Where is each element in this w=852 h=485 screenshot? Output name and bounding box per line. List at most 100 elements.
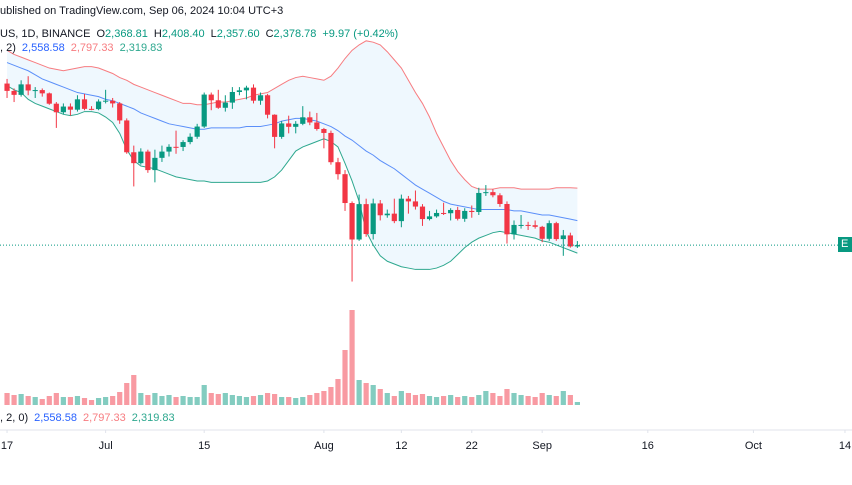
candle-body bbox=[236, 90, 243, 92]
volume-bar bbox=[131, 375, 137, 405]
candle-body bbox=[497, 195, 503, 204]
volume-bar bbox=[398, 391, 404, 405]
ohlc-key: H bbox=[153, 28, 162, 40]
band-line bbox=[6, 62, 578, 222]
candle-body bbox=[138, 151, 144, 164]
change: +9.97 (+0.42%) bbox=[322, 28, 399, 40]
volume-bar bbox=[349, 310, 355, 405]
candle-body bbox=[384, 213, 390, 216]
volume-bar bbox=[504, 389, 510, 405]
price-label: E bbox=[838, 237, 852, 252]
volume-bar bbox=[307, 395, 313, 405]
volume-bar bbox=[88, 400, 95, 405]
candle-body bbox=[335, 162, 341, 175]
candle-body bbox=[342, 174, 348, 204]
volume-bar bbox=[138, 393, 144, 405]
volume-bar bbox=[328, 387, 334, 405]
candle-body bbox=[448, 209, 454, 214]
candle-body bbox=[560, 235, 566, 240]
candle-body bbox=[272, 114, 278, 137]
volume-bar bbox=[60, 397, 66, 405]
source: ublished on TradingView.com, Sep 06, 202… bbox=[0, 5, 284, 17]
volume-bar bbox=[103, 397, 109, 405]
x-tick-label: 14 bbox=[839, 440, 851, 452]
volume-bar bbox=[539, 393, 545, 405]
volume-bar bbox=[335, 379, 341, 405]
volume-bar bbox=[194, 397, 200, 405]
candle-body bbox=[279, 123, 285, 137]
volume-bar bbox=[159, 396, 165, 405]
candle-body bbox=[222, 102, 228, 108]
x-tick-label: Oct bbox=[745, 440, 762, 452]
volume-bar bbox=[53, 393, 59, 405]
volume-bar bbox=[490, 393, 496, 405]
candle-body bbox=[363, 204, 369, 235]
candle-body bbox=[525, 224, 531, 226]
candle-body bbox=[264, 95, 271, 115]
candle-body bbox=[476, 192, 482, 213]
volume-bar bbox=[264, 393, 271, 405]
volume-bar bbox=[511, 393, 517, 405]
candle-body bbox=[187, 136, 193, 143]
volume-bar bbox=[356, 380, 362, 405]
volume-bar bbox=[391, 396, 397, 405]
volume-bar bbox=[546, 395, 552, 405]
volume-bar bbox=[173, 397, 179, 405]
ohlc-value: 2,408.40 bbox=[161, 28, 205, 40]
volume-bar bbox=[279, 397, 285, 405]
candle-body bbox=[370, 203, 376, 235]
candle-body bbox=[293, 123, 299, 127]
volume-bar bbox=[518, 395, 524, 405]
x-tick-label: Jul bbox=[99, 440, 113, 452]
volume-bar bbox=[25, 396, 31, 405]
candle-body bbox=[103, 100, 109, 102]
volume-bar bbox=[448, 395, 454, 405]
candle-body bbox=[412, 201, 419, 207]
volume-bar bbox=[222, 393, 228, 405]
ohlc-key: C bbox=[265, 28, 274, 40]
volume-bar bbox=[433, 397, 440, 405]
volume-bar bbox=[145, 395, 151, 405]
candle-body bbox=[152, 157, 158, 171]
volume-bar bbox=[574, 402, 580, 405]
volume-bar bbox=[46, 396, 52, 405]
candle-body bbox=[180, 142, 186, 147]
volume-bar bbox=[497, 396, 503, 405]
candle-body bbox=[539, 226, 545, 239]
candle-body bbox=[532, 225, 538, 227]
candle-body bbox=[250, 87, 257, 101]
volume-bar bbox=[377, 389, 383, 405]
x-tick-label: 15 bbox=[198, 440, 210, 452]
volume-bar bbox=[405, 393, 411, 405]
ohlc-value: 2,357.60 bbox=[216, 28, 260, 40]
candle-body bbox=[39, 90, 45, 94]
volume-bar bbox=[32, 397, 38, 405]
volume-bar bbox=[4, 393, 10, 405]
candle-body bbox=[25, 84, 31, 91]
x-tick-label: 17 bbox=[1, 440, 13, 452]
volume-bar bbox=[208, 393, 214, 405]
volume-bar bbox=[117, 392, 123, 405]
candle-body bbox=[314, 122, 320, 129]
candle-body bbox=[32, 90, 38, 92]
candle-body bbox=[553, 223, 559, 240]
volume-bar bbox=[567, 395, 573, 405]
x-tick-label: 16 bbox=[642, 440, 654, 452]
volume-bar bbox=[272, 394, 278, 405]
candle-body bbox=[419, 206, 426, 220]
x-tick-label: 12 bbox=[395, 440, 407, 452]
volume-bar bbox=[426, 396, 433, 405]
volume-bar bbox=[215, 394, 221, 405]
volume-bar bbox=[553, 396, 559, 405]
indicator-value: 2,558.58 bbox=[21, 42, 65, 54]
candle-body bbox=[201, 94, 207, 127]
candle-body bbox=[53, 103, 59, 113]
candle-body bbox=[426, 216, 433, 220]
candle-body bbox=[377, 203, 383, 216]
candle-body bbox=[215, 100, 221, 108]
candle-body bbox=[462, 210, 468, 219]
candle-body bbox=[567, 235, 573, 247]
candle-body bbox=[511, 224, 517, 235]
volume-bar bbox=[525, 396, 531, 405]
